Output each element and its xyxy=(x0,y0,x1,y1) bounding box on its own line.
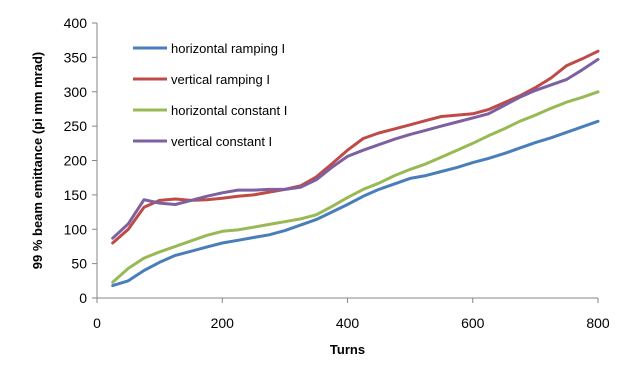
legend-label: vertical ramping I xyxy=(171,72,270,87)
y-tick-label: 200 xyxy=(64,153,88,169)
series-line-1 xyxy=(111,119,600,288)
x-tick-label: 800 xyxy=(586,315,610,331)
y-tick-label: 300 xyxy=(64,84,88,100)
y-tick-label: 350 xyxy=(64,49,88,65)
x-tick-label: 600 xyxy=(461,315,485,331)
legend: horizontal ramping I vertical ramping I ho… xyxy=(133,41,287,149)
legend-label: horizontal ramping I xyxy=(171,41,285,56)
y-tick-label: 100 xyxy=(64,221,88,237)
series-line-3 xyxy=(111,90,600,284)
x-axis-title: Turns xyxy=(330,342,365,357)
y-tick-label: 250 xyxy=(64,118,88,134)
x-tick-label: 0 xyxy=(93,315,101,331)
axes: 0 50 100 150 200 250 300 350 400 0 200 400 600 800 xyxy=(64,15,610,331)
y-tick-label: 0 xyxy=(79,290,87,306)
series-lines xyxy=(111,49,600,288)
legend-label: horizontal constant I xyxy=(171,103,287,118)
y-tick-label: 50 xyxy=(71,256,87,272)
x-tick-label: 200 xyxy=(211,315,235,331)
legend-label: vertical constant I xyxy=(171,134,272,149)
y-tick-label: 400 xyxy=(64,15,88,31)
y-tick-label: 150 xyxy=(64,187,88,203)
x-tick-label: 400 xyxy=(336,315,360,331)
series-line-4 xyxy=(111,57,600,240)
y-axis-title: 99 % beam emittance (pi mm mrad) xyxy=(30,52,45,269)
